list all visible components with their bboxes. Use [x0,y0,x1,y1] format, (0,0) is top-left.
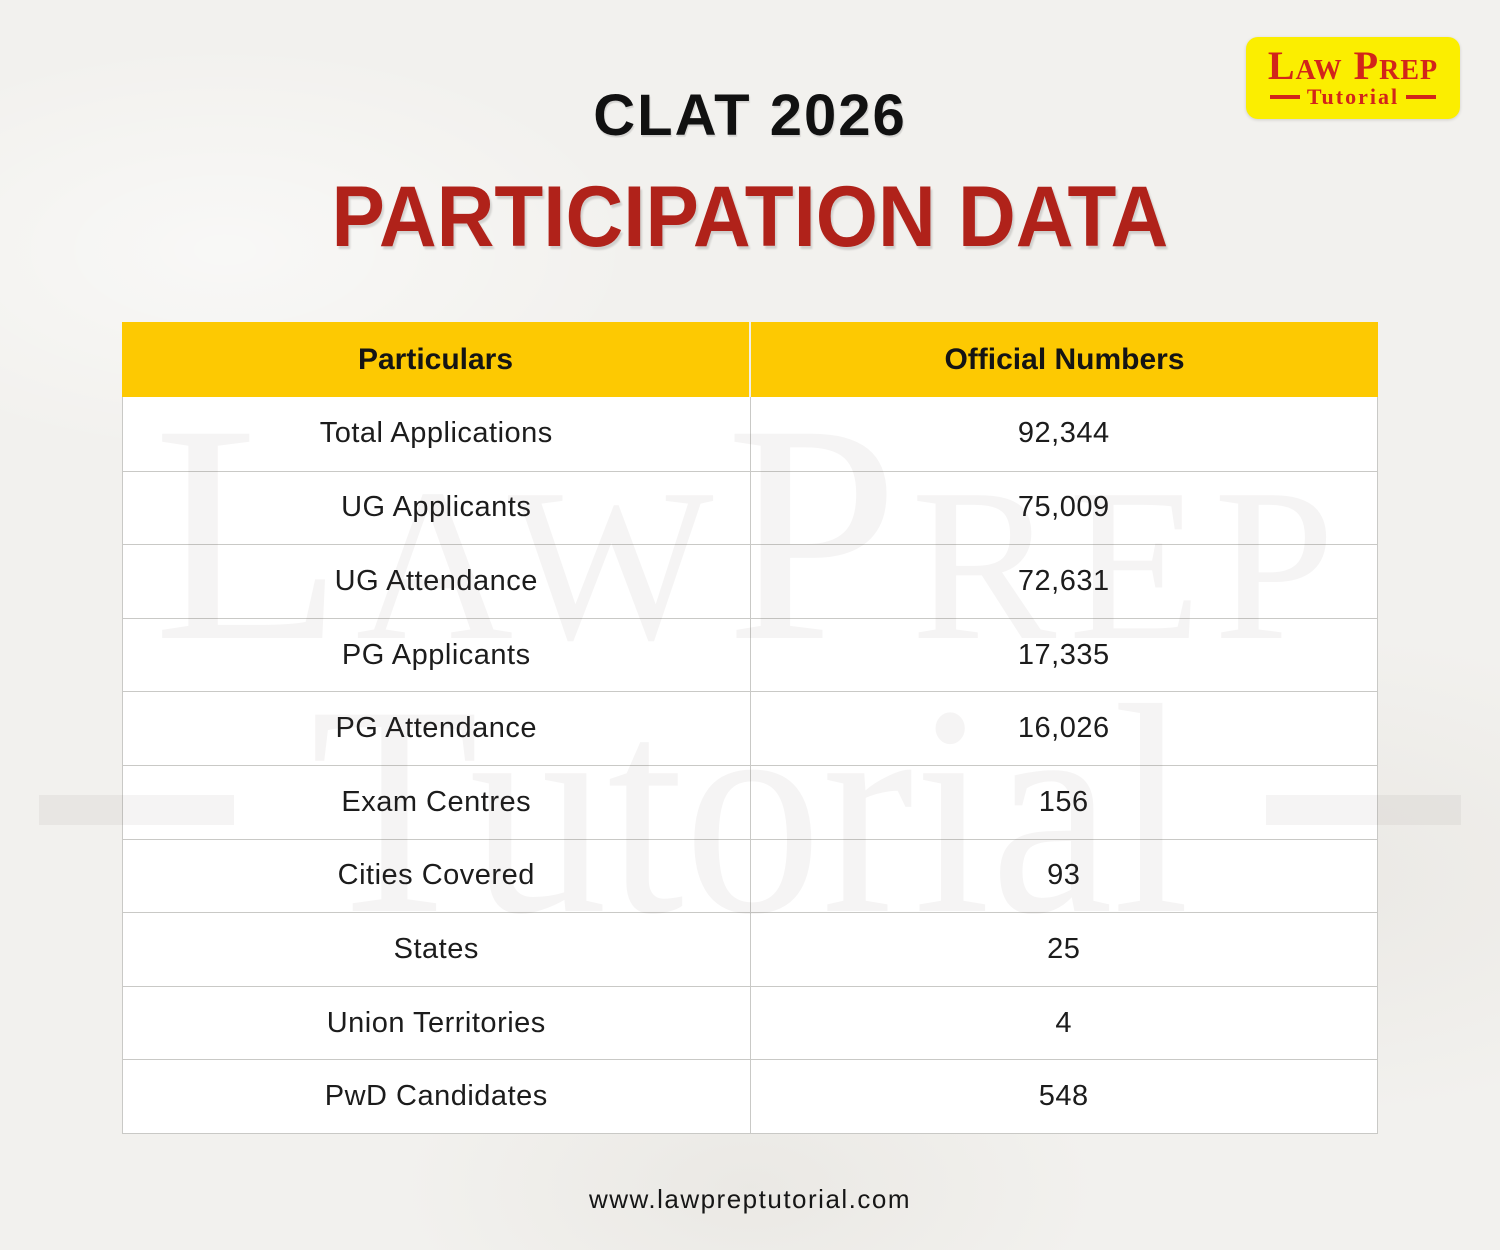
row-value: 72,631 [749,545,1378,618]
row-label: States [393,932,479,965]
page-subtitle: CLAT 2026 [593,83,907,148]
table-header-row: Particulars Official Numbers [122,322,1378,397]
table-row: PG Applicants 17,335 [123,617,1378,692]
row-value: 92,344 [749,397,1378,471]
row-value: 93 [749,839,1378,913]
row-label: PG Attendance [335,712,538,745]
logo-subtitle: Tutorial [1269,84,1437,109]
table-row: PG Attendance 16,026 [123,691,1377,765]
row-label: Union Territories [326,1006,546,1039]
row-value: 548 [749,1060,1378,1133]
table-row: Exam Centres 156 [123,764,1378,839]
lawprep-logo: Law Prep Tutorial [1246,37,1460,119]
row-value: 16,026 [749,692,1378,765]
logo-dash-left-icon [1269,95,1300,99]
footer-url: www.lawpreptutorial.com [588,1184,912,1214]
row-label: Total Applications [319,417,553,450]
page-title-text: PARTICIPATION DATA [331,169,1169,265]
row-value: 4 [749,986,1378,1060]
row-label: UG Applicants [341,491,532,524]
row-value: 156 [749,765,1378,839]
page-title: PARTICIPATION DATA [0,168,1500,267]
table-row: Cities Covered 93 [123,838,1378,913]
table-row: Total Applications 92,344 [123,397,1377,471]
logo-wordmark: Law Prep [1267,43,1439,88]
row-label: PwD Candidates [324,1080,548,1113]
table-row: States 25 [123,912,1377,986]
table-row: UG Attendance 72,631 [123,544,1377,618]
row-label: Cities Covered [337,859,535,892]
logo-subtitle-text: Tutorial [1306,84,1400,109]
row-value: 75,009 [749,471,1378,545]
header-particulars: Particulars [357,342,514,376]
row-value: 17,335 [749,618,1378,692]
participation-table: Particulars Official Numbers Total Appli… [122,322,1378,1134]
table-row: PwD Candidates 548 [123,1059,1377,1133]
logo-dash-right-icon [1406,95,1437,99]
table-body: Total Applications 92,344 UG Applicants … [122,397,1378,1134]
row-label: PG Applicants [341,638,531,671]
table-row: Union Territories 4 [123,985,1378,1060]
row-label: UG Attendance [334,564,538,597]
table-row: UG Applicants 75,009 [123,470,1378,545]
header-official-numbers: Official Numbers [749,322,1378,397]
row-value: 25 [749,913,1378,986]
row-label: Exam Centres [341,785,532,818]
